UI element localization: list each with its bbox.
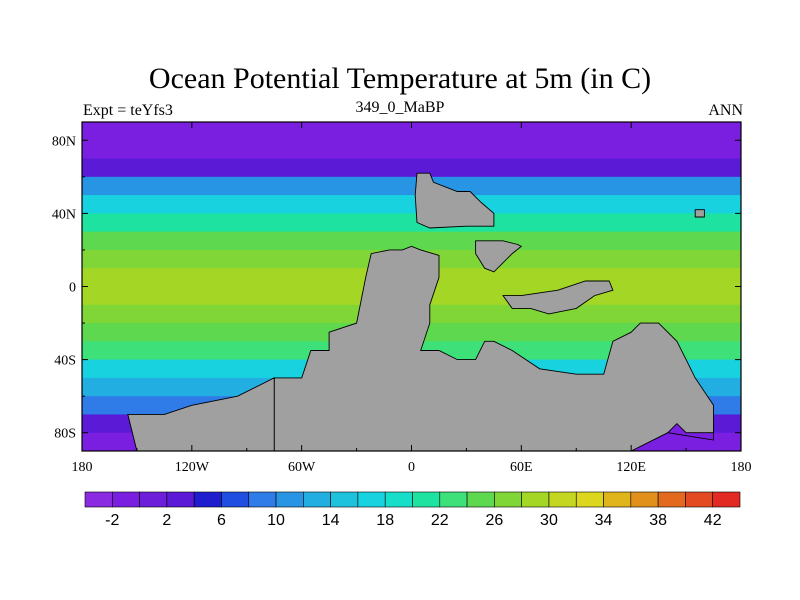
small-island-east [694, 209, 705, 218]
colorbar-box [494, 491, 522, 508]
x-tick-label: 180 [72, 460, 93, 475]
time-label: 349_0_MaBP [355, 99, 445, 116]
experiment-label: Expt = teYfs3 [83, 102, 173, 119]
y-tick-label: 80N [52, 134, 76, 149]
temperature-band [82, 213, 741, 233]
colorbar-box [139, 491, 168, 508]
colorbar-box [439, 491, 468, 508]
colorbar-label: 22 [431, 512, 449, 529]
colorbar-box [84, 491, 113, 508]
colorbar-label: 34 [595, 512, 613, 529]
colorbar-box [166, 491, 195, 508]
colorbar-label: 42 [704, 512, 722, 529]
colorbar-box [357, 491, 386, 508]
colorbar-box [657, 491, 686, 508]
temperature-band [82, 176, 741, 196]
x-tick-label: 180 [731, 460, 752, 475]
northern-island [414, 172, 495, 229]
colorbar-box [412, 491, 441, 508]
colorbar-label: 30 [540, 512, 558, 529]
y-tick-label: 40S [54, 354, 76, 369]
colorbar-box [221, 491, 250, 508]
x-tick-label: 0 [408, 460, 415, 475]
colorbar-box [575, 491, 604, 508]
colorbar-box [111, 491, 140, 508]
colorbar-box [193, 491, 222, 508]
small-island-north [475, 240, 523, 273]
colorbar-box [248, 491, 277, 508]
colorbar-box [384, 491, 413, 508]
colorbar-box [630, 491, 659, 508]
colorbar-label: 18 [376, 512, 394, 529]
colorbar-box [685, 491, 714, 508]
temperature-band [82, 158, 741, 178]
temperature-band [82, 231, 741, 251]
colorbar-box [712, 491, 741, 508]
colorbar-label: -2 [105, 512, 119, 529]
temperature-band [82, 122, 741, 141]
western-continent [273, 245, 714, 452]
southern-landmass [127, 377, 275, 452]
y-axis: 80N 40N 0 40S 80S [52, 134, 741, 442]
x-tick-label: 120E [616, 460, 646, 475]
x-tick-label: 60E [510, 460, 533, 475]
colorbar-label: 10 [267, 512, 285, 529]
colorbar-box [303, 491, 331, 508]
temperature-band [82, 195, 741, 214]
colorbar: -2 2 6 10 14 18 22 26 30 34 38 42 [84, 491, 741, 529]
colorbar-box [275, 491, 304, 508]
colorbar-box [548, 491, 577, 508]
temperature-band [82, 140, 741, 160]
colorbar-label: 14 [322, 512, 340, 529]
y-tick-label: 0 [69, 281, 76, 296]
colorbar-label: 6 [217, 512, 226, 529]
season-label: ANN [708, 102, 743, 119]
colorbar-label: 38 [649, 512, 667, 529]
colorbar-box [603, 491, 632, 508]
y-tick-label: 40N [52, 207, 76, 222]
land-mask [127, 172, 714, 452]
x-tick-label: 60W [288, 460, 316, 475]
colorbar-label: 26 [485, 512, 503, 529]
x-tick-label: 120W [175, 460, 210, 475]
colorbar-box [521, 491, 550, 508]
colorbar-box [330, 491, 359, 508]
y-tick-label: 80S [54, 427, 76, 442]
equatorial-island [502, 280, 614, 315]
colorbar-box [466, 491, 495, 508]
colorbar-label: 2 [162, 512, 171, 529]
chart-title: Ocean Potential Temperature at 5m (in C) [148, 62, 652, 95]
x-axis: 180 120W 60W 0 60E 120E 180 [72, 122, 752, 475]
